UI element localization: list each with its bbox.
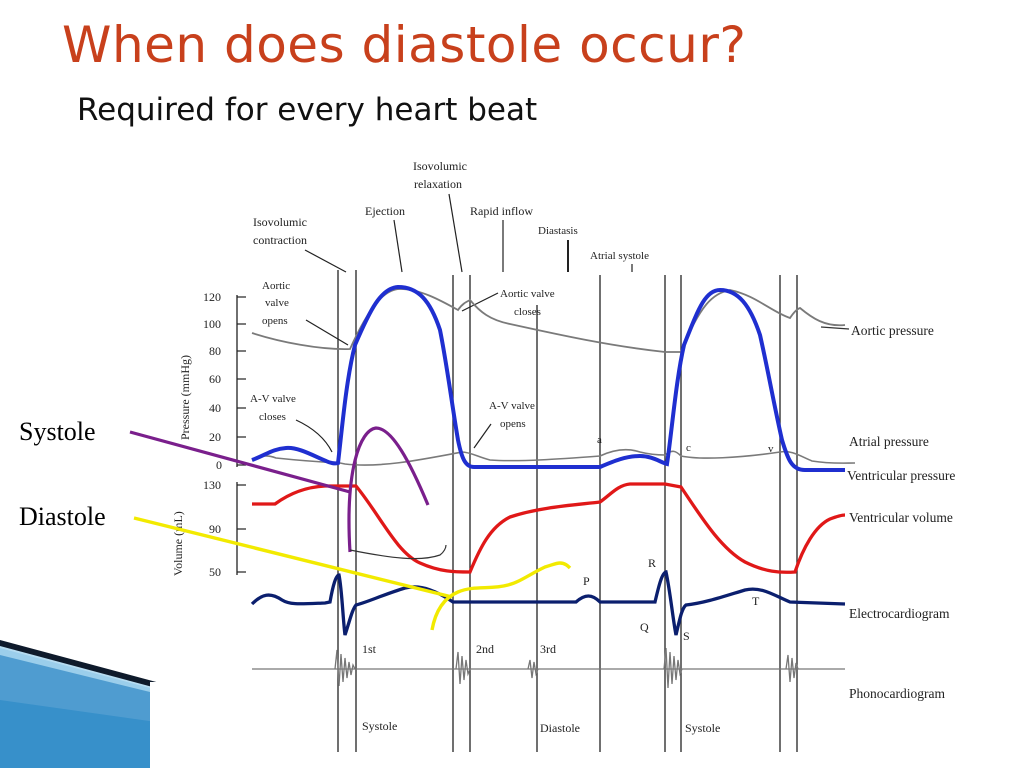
ecg-label-q: Q — [640, 620, 649, 634]
label-aortic-valve-closes-2: closes — [514, 306, 541, 318]
heart-sound-3rd: 3rd — [540, 642, 556, 656]
label-isovolumic-relaxation-1: Isovolumic — [413, 159, 467, 173]
trace-labels: Aortic pressure Atrial pressure Ventricu… — [820, 323, 955, 701]
slide-title: When does diastole occur? — [62, 16, 747, 74]
phonocardiogram-trace — [252, 647, 845, 689]
pressure-tick: 100 — [203, 317, 221, 331]
wave-label-c: c — [686, 442, 691, 454]
label-aortic-pressure: Aortic pressure — [851, 323, 934, 338]
ventricular-volume-trace — [252, 482, 846, 574]
corner-accent — [0, 640, 450, 768]
label-phonocardiogram: Phonocardiogram — [849, 686, 945, 701]
label-isovolumic-contraction-1: Isovolumic — [253, 215, 307, 229]
label-ventricular-volume: Ventricular volume — [849, 510, 953, 525]
label-av-valve-opens-1: A-V valve — [489, 400, 535, 412]
ecg-label-t: T — [752, 594, 760, 608]
label-aortic-valve-opens-3: opens — [262, 315, 288, 327]
label-rapid-inflow: Rapid inflow — [470, 204, 533, 218]
heart-sound-1st: 1st — [362, 642, 377, 656]
diastole-arrow-line — [133, 516, 453, 599]
wave-labels: a c v P R Q S T 1st 2nd 3rd — [362, 434, 774, 656]
diastole-squiggle — [430, 561, 572, 631]
label-aortic-valve-closes-1: Aortic valve — [500, 288, 555, 300]
label-aortic-valve-opens-1: Aortic — [262, 280, 290, 292]
label-ejection: Ejection — [365, 204, 405, 218]
cycle-label-systole-2: Systole — [685, 721, 720, 735]
label-diastasis: Diastasis — [538, 225, 578, 237]
label-av-valve-closes-2: closes — [259, 411, 286, 423]
phase-lines — [337, 270, 798, 752]
label-isovolumic-relaxation-2: relaxation — [414, 177, 462, 191]
label-aortic-valve-opens-2: valve — [265, 297, 289, 309]
annotations: Systole Diastole — [19, 417, 572, 631]
cycle-label-diastole: Diastole — [540, 721, 580, 735]
wave-label-v: v — [768, 443, 774, 455]
phase-labels: Isovolumic contraction Ejection Isovolum… — [253, 159, 649, 273]
annotation-diastole-label: Diastole — [19, 502, 106, 531]
pressure-tick: 40 — [209, 401, 221, 415]
label-ventricular-pressure: Ventricular pressure — [847, 468, 955, 483]
wave-label-a: a — [597, 434, 602, 446]
volume-axis-label: Volume (mL) — [171, 511, 185, 576]
atrial-pressure-trace — [251, 448, 856, 466]
ecg-label-r: R — [648, 556, 656, 570]
ventricular-pressure-trace — [251, 284, 845, 472]
label-av-valve-closes-1: A-V valve — [250, 393, 296, 405]
label-isovolumic-contraction-2: contraction — [253, 233, 307, 247]
pressure-tick: 80 — [209, 344, 221, 358]
label-electrocardiogram: Electrocardiogram — [849, 606, 950, 621]
annotation-systole-label: Systole — [19, 417, 96, 446]
volume-tick: 90 — [209, 522, 221, 536]
ecg-label-s: S — [683, 629, 690, 643]
pressure-tick: 20 — [209, 430, 221, 444]
pressure-tick: 120 — [203, 290, 221, 304]
volume-tick: 130 — [203, 478, 221, 492]
cycle-labels: Systole Diastole Systole — [362, 719, 720, 735]
label-av-valve-opens-2: opens — [500, 418, 526, 430]
ecg-label-p: P — [583, 574, 590, 588]
pressure-axis: 120 100 80 60 40 20 0 Pressure (mmHg) — [178, 290, 246, 472]
slide-subtitle: Required for every heart beat — [77, 92, 538, 128]
label-atrial-systole: Atrial systole — [590, 250, 649, 262]
volume-tick: 50 — [209, 565, 221, 579]
pressure-tick: 60 — [209, 372, 221, 386]
cycle-label-systole-1: Systole — [362, 719, 397, 733]
event-labels: Aortic valve opens Aortic valve closes A… — [250, 280, 555, 453]
systole-arrow-line — [129, 430, 351, 494]
pressure-axis-label: Pressure (mmHg) — [178, 355, 192, 440]
label-atrial-pressure: Atrial pressure — [849, 434, 929, 449]
volume-axis: 130 90 50 Volume (mL) — [171, 478, 246, 579]
pressure-tick: 0 — [216, 458, 222, 472]
heart-sound-2nd: 2nd — [476, 642, 494, 656]
systole-bracket — [349, 544, 447, 560]
systole-arc — [347, 426, 430, 553]
